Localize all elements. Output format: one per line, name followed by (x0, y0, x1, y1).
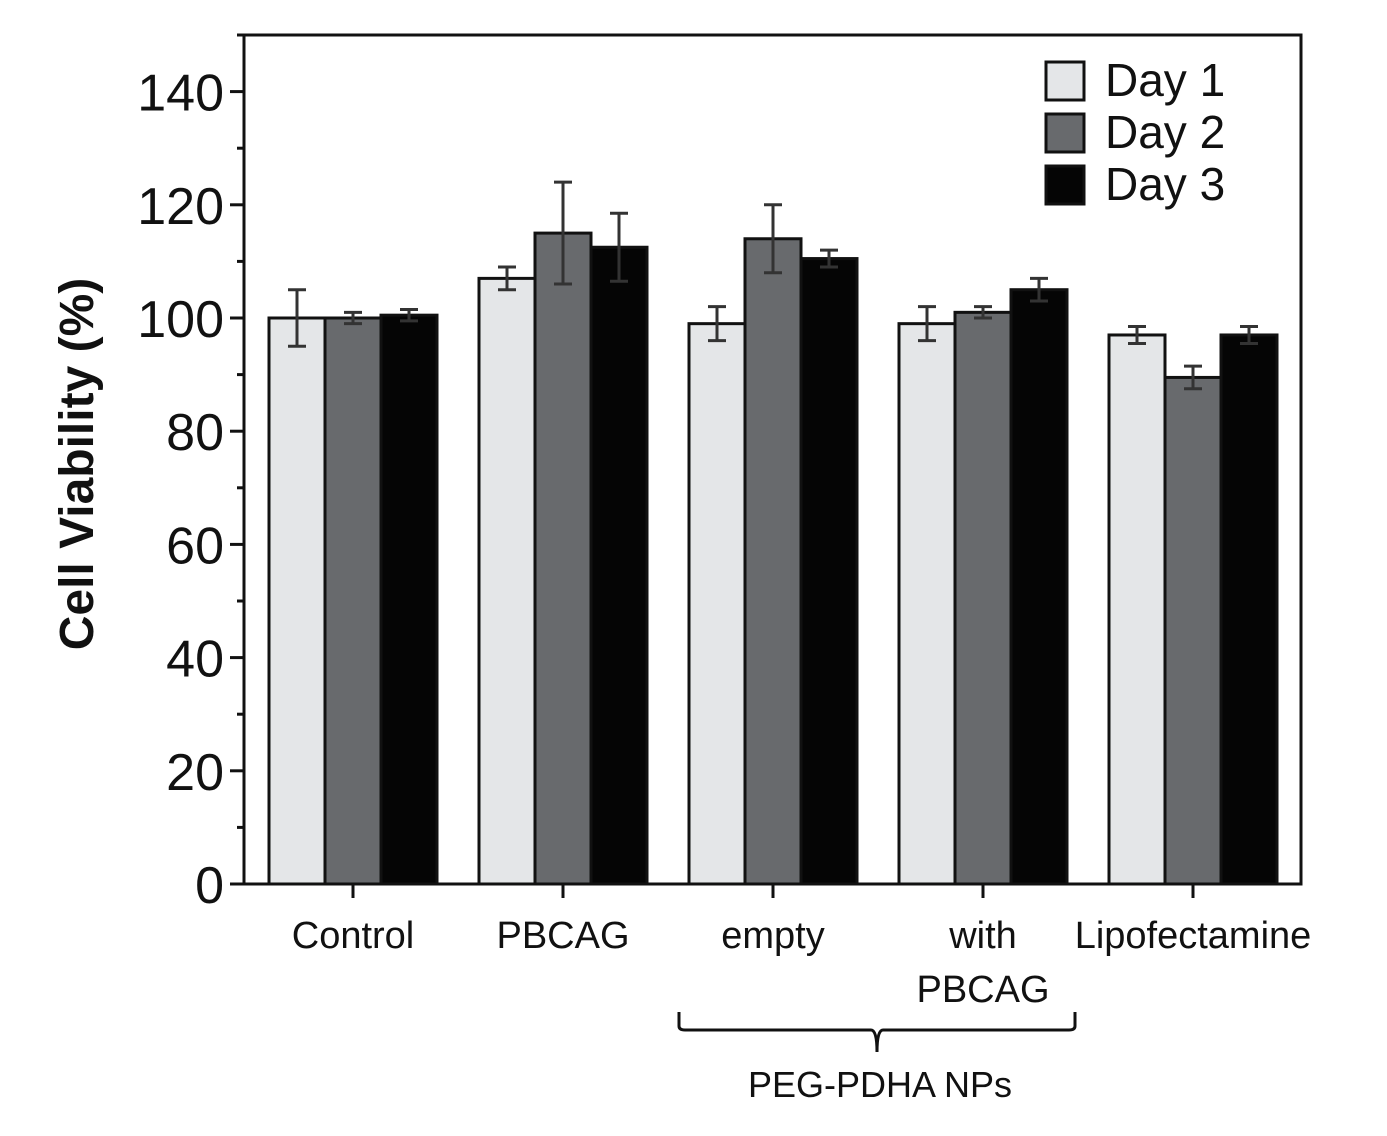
bar-day-2-cat5 (1163, 375, 1223, 886)
bar-day-2-cat1 (323, 316, 383, 886)
bar-day-2-cat4 (953, 310, 1013, 886)
error-bar-day-3-cat5 (1240, 324, 1258, 345)
bars-layer (267, 231, 1279, 886)
bar-day-1-cat5 (1107, 333, 1167, 886)
x-tick-label-4-line1: with (948, 915, 1017, 957)
bar-day-2-cat2 (533, 231, 593, 886)
error-bar-day-2-cat1 (344, 310, 362, 326)
error-bar-day-3-cat4 (1030, 276, 1048, 303)
bar-day-3-cat1 (379, 313, 439, 886)
bar-day-1-cat4 (897, 322, 957, 886)
bar-day-3-cat4 (1009, 288, 1069, 886)
legend-label: Day 2 (1105, 106, 1225, 158)
y-tick-label-0: 0 (195, 857, 224, 915)
legend-swatch (1044, 60, 1086, 102)
error-bar-day-1-cat1 (288, 288, 306, 348)
error-bar-day-2-cat3 (764, 203, 782, 275)
legend-label: Day 1 (1105, 54, 1225, 106)
y-tick-label-40: 40 (166, 631, 224, 689)
y-tick-label-60: 60 (166, 517, 224, 575)
bar-day-3-cat2 (589, 245, 649, 886)
x-tick-label-1: Control (292, 915, 415, 957)
legend-item-day-3: Day 3 (1044, 158, 1225, 210)
legend-item-day-2: Day 2 (1044, 106, 1225, 158)
error-bar-day-2-cat5 (1184, 364, 1202, 391)
x-tick-label-3: empty (721, 915, 824, 957)
legend-item-day-1: Day 1 (1044, 54, 1225, 106)
y-tick-label-20: 20 (166, 744, 224, 802)
group-brace (677, 1012, 1077, 1053)
bar-day-2-cat3 (743, 237, 803, 886)
y-tick-label-80: 80 (166, 404, 224, 462)
y-tick-label-100: 100 (137, 291, 224, 349)
error-bar-day-1-cat2 (498, 265, 516, 292)
legend-swatch (1044, 164, 1086, 206)
group-annotation-label: PEG-PDHA NPs (748, 1064, 1012, 1105)
bar-day-3-cat3 (799, 257, 859, 886)
x-tick-label-2: PBCAG (496, 915, 629, 957)
legend-label: Day 3 (1105, 158, 1225, 210)
error-bar-day-2-cat2 (554, 180, 572, 286)
y-axis-title: Cell Viability (%) (51, 278, 104, 651)
group-annotation: PEG-PDHA NPs (677, 1012, 1077, 1105)
y-axis: 0 20 40 60 80 100 120 140 (137, 33, 244, 915)
error-bar-day-3-cat1 (400, 308, 418, 323)
bar-day-1-cat2 (477, 276, 537, 886)
error-bar-day-2-cat4 (974, 305, 992, 320)
error-bar-day-1-cat3 (708, 305, 726, 343)
error-bar-day-3-cat2 (610, 211, 628, 283)
bar-day-3-cat5 (1219, 333, 1279, 886)
x-tick-label-5: Lipofectamine (1075, 915, 1312, 957)
y-tick-label-120: 120 (137, 178, 224, 236)
x-axis-labels: Control PBCAG empty with PBCAG Lipofectamine (292, 884, 1312, 1011)
error-bar-day-1-cat5 (1128, 324, 1146, 345)
y-tick-label-140: 140 (137, 65, 224, 123)
bar-day-1-cat3 (687, 322, 747, 886)
error-bar-day-3-cat3 (820, 248, 838, 269)
bar-day-1-cat1 (267, 316, 327, 886)
error-bar-day-1-cat4 (918, 305, 936, 343)
error-bars-layer (288, 180, 1258, 391)
x-tick-label-4-line2: PBCAG (916, 969, 1049, 1011)
legend-swatch (1044, 112, 1086, 154)
